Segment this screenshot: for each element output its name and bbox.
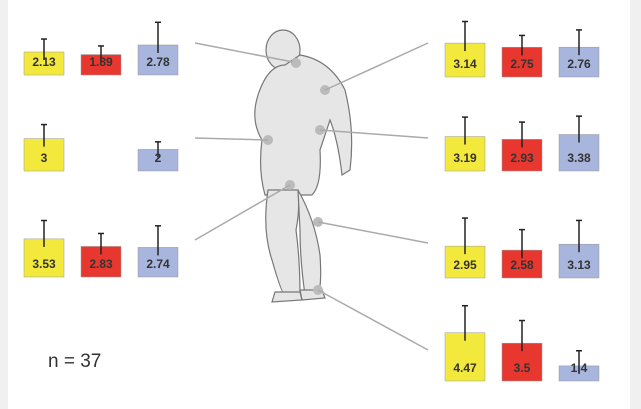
connector bbox=[324, 42, 429, 91]
value-label: 2.83 bbox=[89, 257, 113, 271]
value-label: 3.14 bbox=[453, 57, 477, 71]
value-label: 1.4 bbox=[571, 361, 588, 375]
connector bbox=[194, 137, 269, 141]
body-illustration bbox=[254, 29, 353, 303]
value-label: 3.53 bbox=[32, 257, 56, 271]
sample-size: n = 37 bbox=[48, 351, 101, 372]
connector bbox=[194, 42, 294, 63]
frame-edge bbox=[630, 0, 641, 409]
value-label: 2.78 bbox=[146, 55, 170, 69]
value-label: 3.38 bbox=[567, 151, 591, 165]
value-label: 3.13 bbox=[567, 258, 591, 272]
value-label: 2.76 bbox=[567, 57, 591, 71]
value-label: 2.95 bbox=[453, 258, 477, 272]
connector bbox=[194, 184, 291, 241]
value-label: 2 bbox=[155, 151, 162, 165]
connectors bbox=[194, 42, 429, 351]
frame-edge bbox=[0, 0, 8, 409]
value-label: 3 bbox=[41, 151, 48, 165]
connector bbox=[317, 221, 429, 244]
connector bbox=[317, 289, 429, 351]
value-label: 4.47 bbox=[453, 361, 477, 375]
value-label: 2.58 bbox=[510, 258, 534, 272]
value-label: 2.75 bbox=[510, 57, 534, 71]
value-label: 2.74 bbox=[146, 257, 170, 271]
connector bbox=[319, 129, 429, 139]
value-label: 2.93 bbox=[510, 151, 534, 165]
bar bbox=[444, 332, 486, 382]
value-label: 1.89 bbox=[89, 55, 113, 69]
value-label: 2.13 bbox=[32, 55, 56, 69]
value-label: 3.19 bbox=[453, 151, 477, 165]
value-label: 3.5 bbox=[514, 361, 531, 375]
